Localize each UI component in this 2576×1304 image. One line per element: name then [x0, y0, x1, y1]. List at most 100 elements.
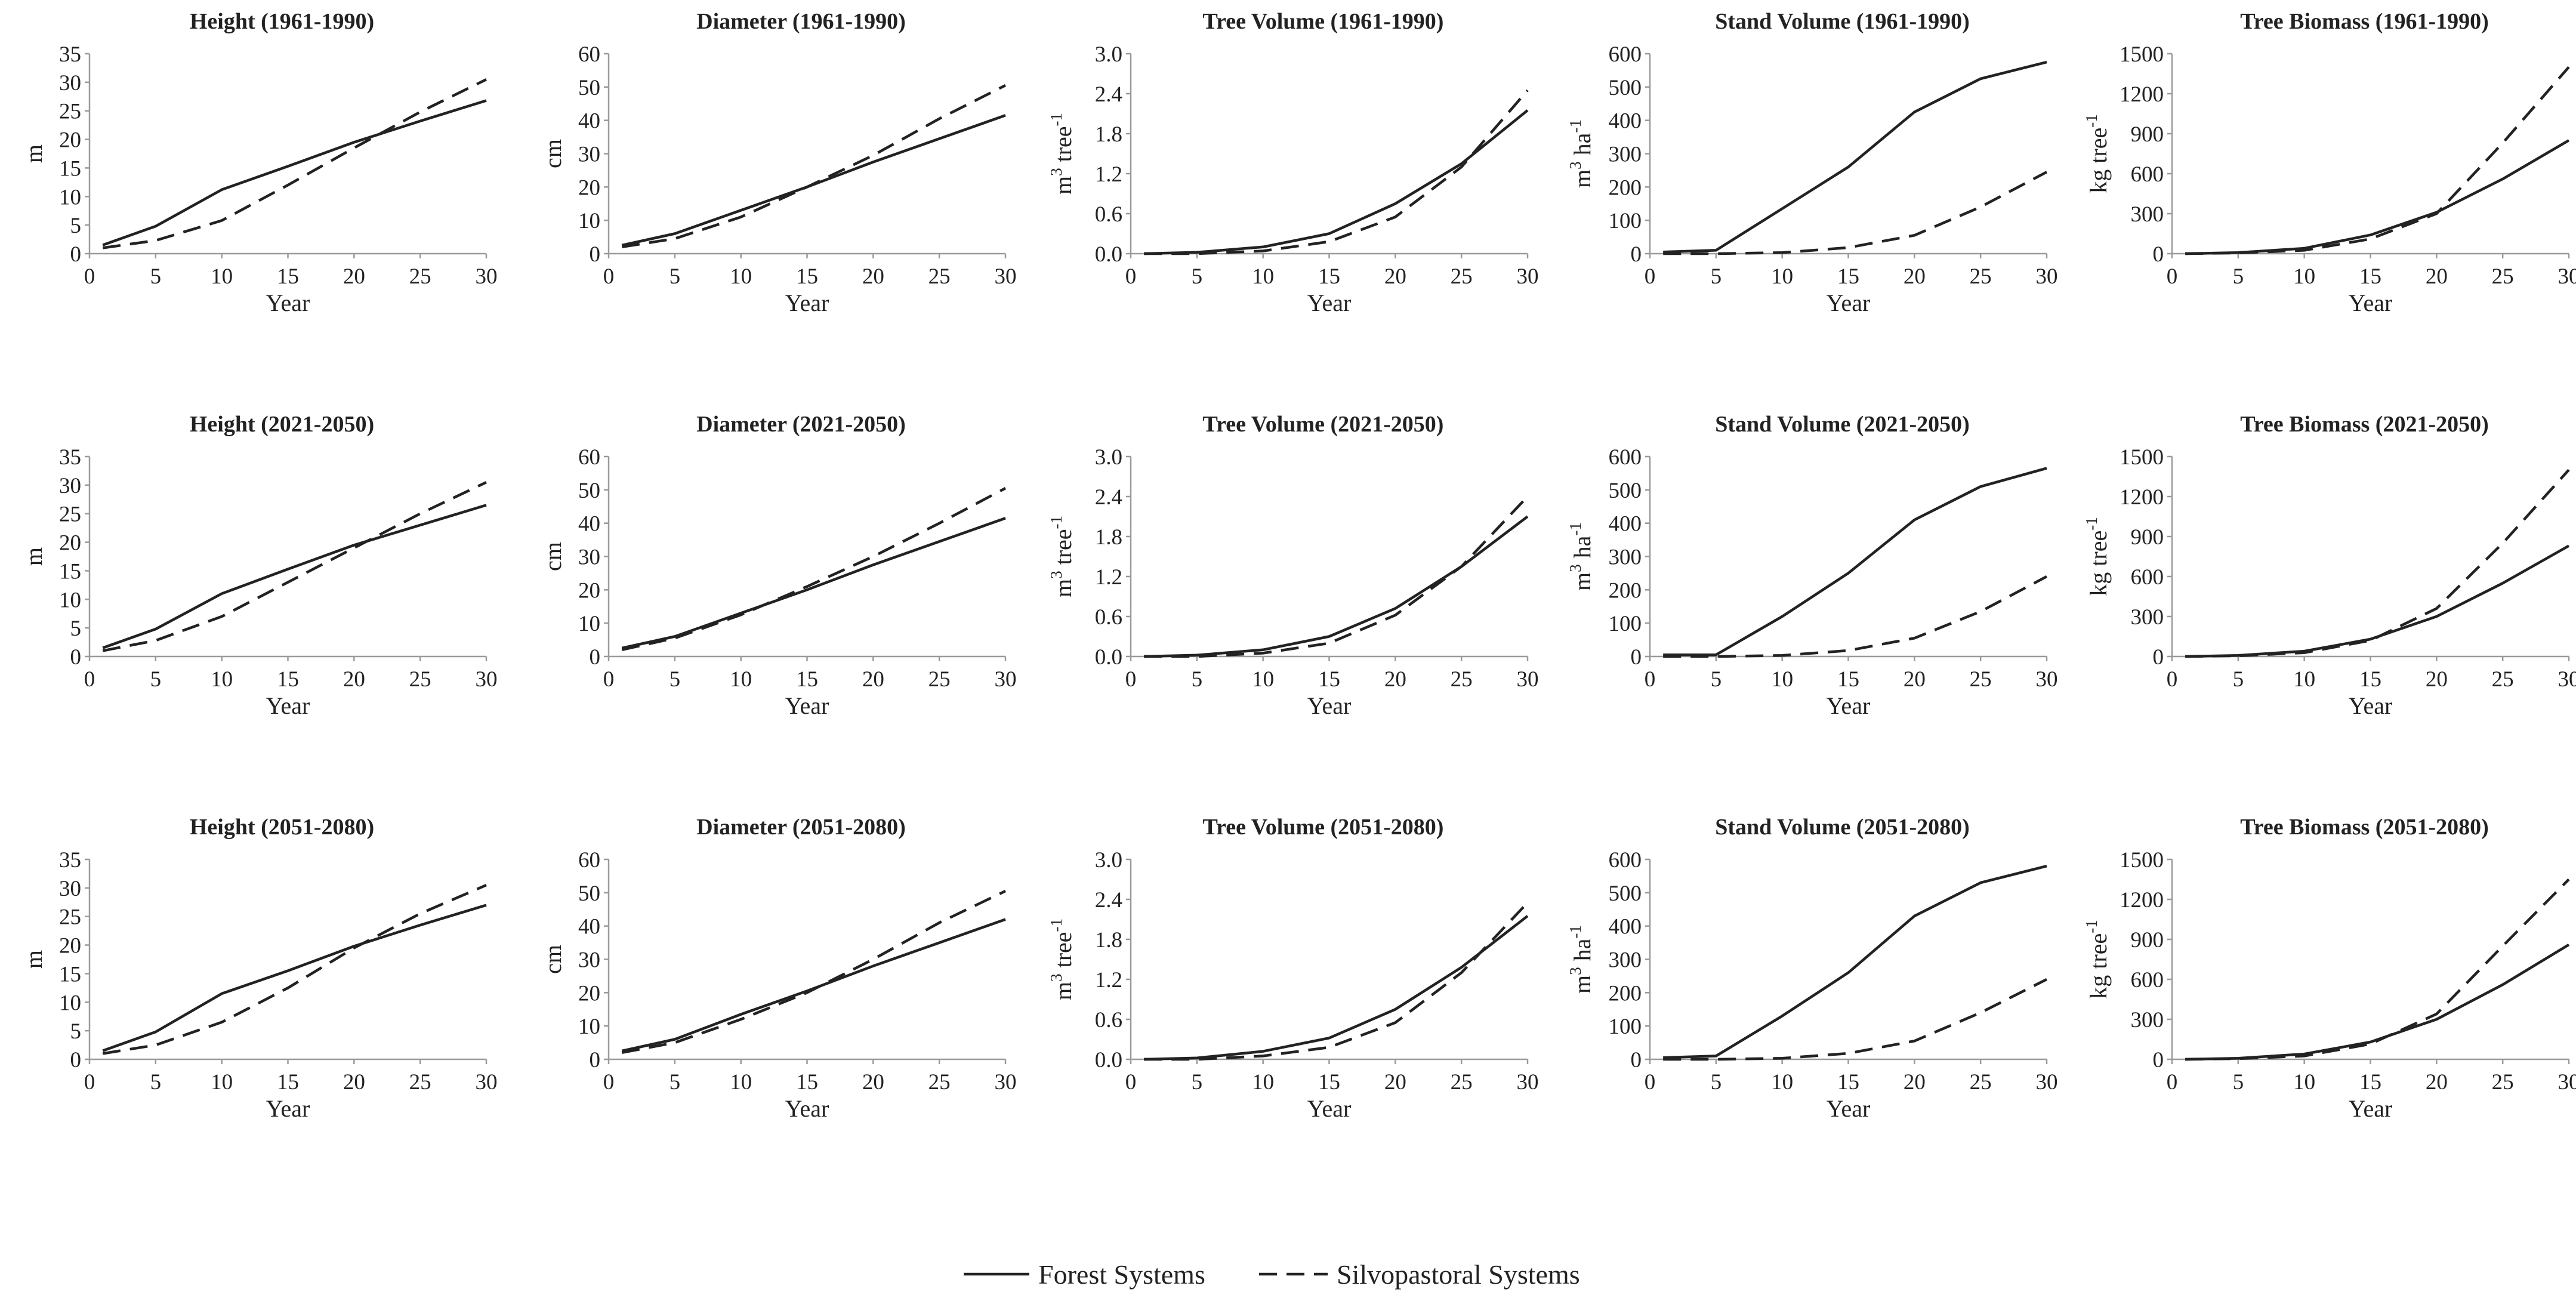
x-tick-label: 30: [1517, 1070, 1539, 1095]
x-axis-label: Year: [1307, 289, 1352, 316]
x-tick-label: 0: [2167, 667, 2178, 692]
series-line-silvopastoral-systems: [102, 481, 487, 652]
y-axis-label-superscript: -1: [1047, 516, 1065, 529]
y-tick-label: 5: [70, 616, 82, 641]
y-tick-label: 400: [1609, 512, 1642, 537]
x-tick-label: 25: [1970, 667, 1992, 692]
x-tick-label: 30: [476, 264, 498, 289]
y-tick-label: 0.6: [1095, 605, 1122, 630]
y-tick-label: 100: [1609, 1015, 1642, 1039]
x-tick-label: 0: [1645, 264, 1656, 289]
y-tick-label: 200: [1609, 175, 1642, 200]
chart-panel-6: Height (2021-2050) 0 5 10 15 20 25 30 35 0 5 10 15 20…: [20, 412, 498, 719]
panel-title: Stand Volume (2021-2050): [1715, 412, 1970, 437]
y-tick-label: 500: [1609, 76, 1642, 100]
y-tick-label: 20: [59, 531, 81, 556]
y-axis-label: m: [20, 547, 47, 566]
y-tick-label: 35: [59, 42, 81, 67]
y-tick-label: 1200: [2120, 82, 2164, 107]
series-line-forest-systems: [2185, 544, 2570, 658]
x-tick-label: 25: [409, 264, 431, 289]
series-line-forest-systems: [102, 904, 487, 1052]
series-line-forest-systems: [1663, 865, 2047, 1059]
x-tick-label: 20: [2426, 1070, 2448, 1095]
y-axis-label-superscript: -1: [1566, 925, 1584, 939]
y-tick-label: 40: [578, 915, 600, 939]
y-tick-label: 25: [59, 905, 81, 930]
y-axis-label-superscript: -1: [2083, 517, 2100, 531]
x-axis-label: Year: [1827, 692, 1871, 719]
x-tick-label: 30: [2036, 1070, 2058, 1095]
y-tick-label: 0: [1631, 645, 1642, 670]
chart-panel-11: Height (2051-2080) 0 5 10 15 20 25 30 35 0 5 10 15 20…: [20, 815, 498, 1122]
series-line-forest-systems: [2185, 139, 2570, 255]
x-tick-label: 15: [2359, 1070, 2381, 1095]
y-axis-label-part: cm: [539, 542, 566, 571]
y-tick-label: 25: [59, 100, 81, 124]
x-tick-label: 30: [995, 264, 1017, 289]
panel-title: Tree Volume (2021-2050): [1203, 412, 1444, 437]
y-tick-label: 0: [590, 242, 601, 267]
panel-title: Stand Volume (2051-2080): [1715, 815, 1970, 840]
y-axis-label-part: tree: [1050, 126, 1076, 168]
y-axis-label-superscript: 3: [1047, 973, 1065, 982]
x-tick-label: 30: [2558, 264, 2576, 289]
y-tick-label: 0: [70, 1048, 82, 1072]
y-tick-label: 1500: [2120, 445, 2164, 470]
y-axis-label-part: m: [20, 144, 47, 163]
y-axis-label-part: m: [20, 547, 47, 566]
x-axis-label: Year: [2349, 692, 2393, 719]
chart-panel-3: Tree Volume (1961-1990) 0.0 0.6 1.2 1.8 2.4 3.…: [1047, 9, 1539, 316]
x-tick-label: 20: [1904, 264, 1926, 289]
x-tick-label: 25: [409, 1070, 431, 1095]
x-tick-label: 0: [603, 667, 615, 692]
y-tick-label: 200: [1609, 578, 1642, 603]
x-tick-label: 0: [84, 667, 95, 692]
x-tick-label: 5: [670, 1070, 681, 1095]
y-axis-label-part: cm: [539, 139, 566, 168]
x-tick-label: 20: [1384, 1070, 1406, 1095]
chart-panel-12: Diameter (2051-2080) 0 10 20 30 40 50 60 0 5 10 15 2…: [539, 815, 1017, 1122]
chart-panel-7: Diameter (2021-2050) 0 10 20 30 40 50 60 0 5 10 15 2…: [539, 412, 1017, 719]
y-axis-label-superscript: -1: [1566, 522, 1584, 536]
x-tick-label: 25: [2492, 667, 2514, 692]
series-line-silvopastoral-systems: [1144, 495, 1529, 658]
x-tick-label: 10: [2293, 667, 2315, 692]
chart-panel-10: Tree Biomass (2021-2050)0300600900120015…: [2083, 412, 2576, 719]
x-tick-label: 30: [2036, 264, 2058, 289]
y-axis-label-superscript: 3: [1566, 564, 1584, 572]
x-tick-label: 5: [150, 1070, 162, 1095]
y-tick-label: 50: [578, 881, 600, 906]
x-tick-label: 30: [995, 667, 1017, 692]
panel-title: Diameter (2051-2080): [696, 815, 906, 840]
y-tick-label: 200: [1609, 981, 1642, 1006]
y-tick-label: 1500: [2120, 42, 2164, 67]
panel-title: Height (2051-2080): [190, 815, 374, 840]
y-tick-label: 0: [2153, 1048, 2164, 1072]
y-axis-label: cm: [539, 542, 566, 571]
y-axis-label-superscript: -1: [2083, 920, 2100, 933]
series-line-silvopastoral-systems: [1663, 575, 2048, 658]
y-tick-label: 0.6: [1095, 1008, 1122, 1032]
panel-title: Diameter (1961-1990): [696, 9, 906, 34]
y-tick-label: 30: [59, 877, 81, 901]
x-tick-label: 15: [277, 1070, 299, 1095]
y-axis-label-superscript: 3: [1047, 168, 1065, 176]
x-axis-label: Year: [266, 692, 310, 719]
x-axis-label: Year: [1827, 1095, 1871, 1122]
x-tick-label: 15: [1837, 1070, 1859, 1095]
y-tick-label: 900: [2131, 525, 2164, 550]
x-tick-label: 5: [150, 667, 162, 692]
x-tick-label: 15: [2359, 667, 2381, 692]
y-tick-label: 40: [578, 109, 600, 134]
x-tick-label: 10: [730, 1070, 752, 1095]
y-tick-label: 1.8: [1095, 122, 1122, 147]
x-tick-label: 0: [1125, 264, 1137, 289]
y-tick-label: 0: [590, 1048, 601, 1072]
panel-title: Height (2021-2050): [190, 412, 374, 437]
x-tick-label: 25: [928, 264, 951, 289]
y-tick-label: 50: [578, 479, 600, 503]
y-tick-label: 20: [59, 934, 81, 958]
x-tick-label: 10: [2293, 264, 2315, 289]
y-axis-label: m3 tree-1: [1047, 918, 1076, 1000]
